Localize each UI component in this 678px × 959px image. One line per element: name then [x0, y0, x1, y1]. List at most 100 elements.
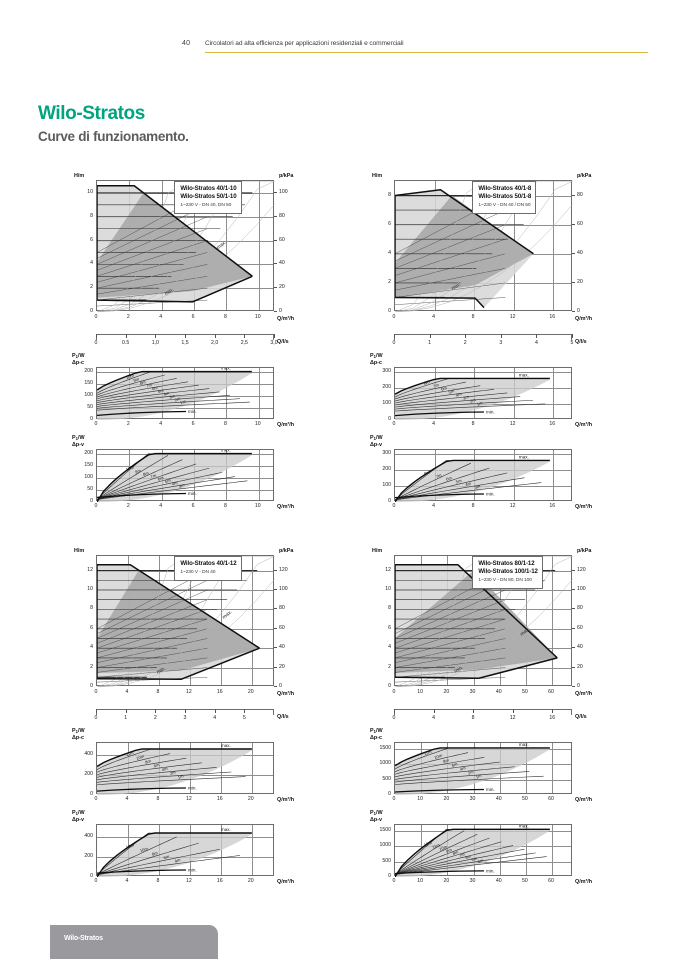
- head-y-axis-label: H/m: [372, 548, 383, 554]
- head-x-tick: 20: [247, 689, 254, 695]
- power-x-tick: 2: [126, 503, 130, 509]
- power-x-tick: 40: [495, 878, 502, 884]
- secondary-x-tick: 0: [94, 340, 98, 346]
- svg-text:6m: 6m: [157, 475, 165, 482]
- power-x-tick: 30: [469, 796, 476, 802]
- power-curves: 8m 7m 6m 5m 4m 3m 2m 1m max. min.: [395, 372, 550, 420]
- head-y-tick-right: 20: [577, 278, 583, 285]
- tick-mark: [552, 709, 554, 713]
- chart-title-line: Wilo-Stratos 40/1-12: [180, 560, 237, 567]
- svg-text:min.: min.: [188, 868, 197, 873]
- head-x-axis-label: Q/m³/h: [277, 316, 295, 322]
- head-x-tick: 60: [548, 689, 554, 695]
- secondary-x-tick: 5: [570, 340, 574, 346]
- svg-text:11m: 11m: [431, 842, 441, 850]
- power-x-tick: 4: [432, 503, 435, 509]
- power-plot: 10m 9m 8m 7m 6m 5m 4m 3m 2m 1m max. min.: [96, 367, 274, 420]
- tick-mark: [274, 239, 277, 241]
- svg-text:6m: 6m: [451, 761, 459, 768]
- head-y-tick: 0: [388, 683, 391, 689]
- svg-text:3m: 3m: [168, 393, 176, 400]
- svg-text:max.: max.: [519, 743, 529, 747]
- secondary-x-tick: 1: [124, 715, 128, 721]
- svg-text:min.: min.: [486, 868, 495, 873]
- head-y-tick: 2: [90, 663, 93, 670]
- tick-mark: [214, 334, 216, 338]
- head-x-tick: 16: [549, 314, 556, 320]
- head-x-tick: 16: [216, 689, 223, 695]
- power-x-tick: 8: [471, 503, 475, 509]
- head-x-tick: 8: [224, 314, 227, 320]
- head-y-tick-right: 40: [577, 249, 583, 256]
- gridline-vertical: [258, 368, 260, 418]
- head-y-tick-right: 20: [577, 663, 583, 670]
- svg-text:1m: 1m: [179, 398, 187, 405]
- head-x-tick: 10: [417, 689, 424, 695]
- tick-mark: [274, 263, 277, 265]
- head-y-tick-right: 0: [279, 683, 282, 689]
- head-y-tick: 8: [388, 605, 391, 612]
- head-x-tick: 10: [254, 314, 261, 320]
- head-y-tick-right: 60: [279, 624, 285, 631]
- head-y-tick-right: 0: [577, 308, 580, 314]
- tick-mark: [244, 334, 246, 338]
- power-x-tick: 12: [509, 503, 516, 509]
- power-x-axis-label: Q/m³/h: [575, 879, 593, 885]
- power-panel-dpc: P1/W Δp-c Q/m³/h 8m 7m 6m 5m 4m 3m 2m 1m max. min. 0 4…: [368, 353, 608, 431]
- secondary-x-tick: 3: [499, 340, 503, 346]
- power-x-tick: 0: [392, 421, 396, 427]
- svg-text:min.: min.: [486, 787, 495, 792]
- head-y-tick-right: 80: [577, 191, 583, 198]
- secondary-x-axis-label: Q/l/s: [575, 714, 587, 720]
- head-y-tick-right: 40: [577, 644, 583, 651]
- secondary-x-tick: 0: [94, 715, 98, 721]
- tick-mark: [185, 334, 186, 338]
- svg-text:9m: 9m: [445, 847, 453, 854]
- power-y-tick: 1500: [379, 827, 391, 834]
- secondary-x-tick: 4: [534, 340, 538, 346]
- secondary-x-tick: 2: [153, 715, 157, 721]
- gridline-vertical: [552, 556, 554, 685]
- secondary-x-axis-label: Q/l/s: [277, 714, 289, 720]
- head-x-tick: 12: [509, 314, 516, 320]
- chart-title-line: Wilo-Stratos 40/1-10: [180, 185, 237, 192]
- head-x-tick: 20: [443, 689, 450, 695]
- tick-mark: [572, 569, 575, 571]
- control-mode-label: Δp-v: [370, 442, 382, 448]
- tick-mark: [155, 334, 157, 338]
- chart-title-line: Wilo-Stratos 40/1-8: [478, 185, 532, 192]
- gridline-horizontal: [97, 589, 273, 591]
- power-panel-dpc: P1/W Δp-c Q/m³/h 10m 9m 8m 7m 6m 5m 4m 3m 2m 1m max. m…: [70, 353, 310, 431]
- head-y-tick: 0: [90, 308, 93, 314]
- head-y-tick-right: 120: [279, 566, 288, 573]
- power-x-tick: 16: [549, 503, 556, 509]
- head-x-tick: 0: [94, 689, 98, 695]
- power-x-tick: 4: [125, 796, 129, 802]
- gridline-vertical: [525, 556, 527, 685]
- control-mode-label: Δp-c: [370, 360, 382, 366]
- secondary-x-tick: 0.5: [122, 340, 130, 346]
- svg-text:3m: 3m: [462, 394, 470, 401]
- gridline-vertical: [251, 556, 253, 685]
- gridline-vertical: [226, 368, 228, 418]
- power-panel-dpv: P1/W Δp-v Q/m³/h 10m 9m 8m 7m 6m 5m 4m 3m max. min. 0…: [70, 435, 310, 513]
- head-y-tick: 4: [90, 260, 93, 267]
- power-x-tick: 0: [94, 796, 98, 802]
- svg-text:4m: 4m: [477, 858, 485, 865]
- power-y-tick: 1000: [379, 842, 391, 849]
- tick-mark: [512, 709, 514, 713]
- chart-block-top-left: H/m p/kPa Q/m³/h max. min. 0 2 4 6 8 10 0 2 4 6 8 10 0 20 4…: [70, 172, 310, 513]
- svg-text:6m: 6m: [440, 385, 448, 392]
- tick-mark: [274, 215, 277, 217]
- svg-text:4m: 4m: [171, 480, 179, 487]
- tick-mark: [572, 334, 573, 338]
- svg-text:8m: 8m: [142, 470, 150, 477]
- chart-title-line: Wilo-Stratos 50/1-8: [478, 193, 532, 200]
- tick-mark: [572, 608, 575, 610]
- tick-mark: [125, 334, 127, 338]
- chart-subtitle: 1~230 V - DN 40: [180, 570, 216, 575]
- head-y-tick-right: 100: [279, 585, 288, 592]
